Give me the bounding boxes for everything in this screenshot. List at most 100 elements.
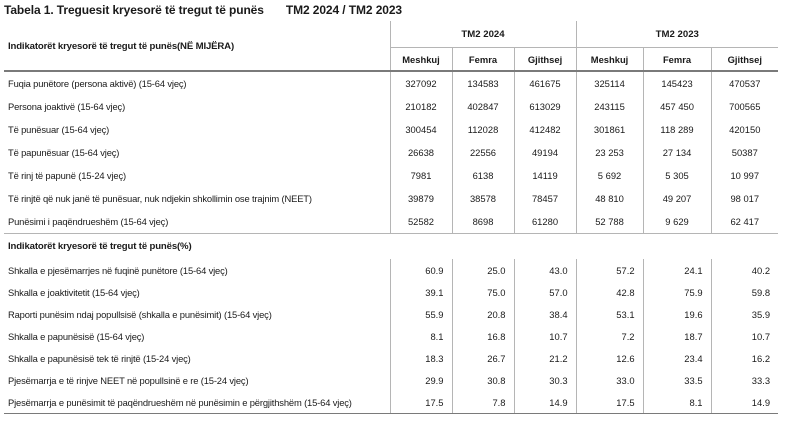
table-row: Të punësuar (15-64 vjeç) 300454 112028 4… [4, 118, 779, 141]
table-title: Tabela 1. Treguesit kryesorë të tregut t… [4, 3, 402, 17]
cell-value: 24.1 [642, 259, 712, 281]
cell-value: 52582 [389, 210, 452, 234]
table-row: Shkalla e pjesëmarrjes në fuqinë punëtor… [4, 259, 779, 281]
cell-value: 300454 [389, 118, 452, 141]
cell-value: 145423 [642, 70, 712, 95]
cell-value: 59.8 [710, 281, 779, 303]
cell-value: 613029 [513, 95, 577, 118]
cell-value: 27 134 [642, 141, 712, 164]
table-row: Të rinjtë që nuk janë të punësuar, nuk n… [4, 187, 779, 210]
row-label: Të punësuar (15-64 vjeç) [8, 124, 110, 135]
cell-value: 5 305 [642, 164, 712, 187]
cell-value: 75.9 [642, 281, 712, 303]
cell-value: 325114 [575, 70, 644, 95]
cell-value: 20.8 [451, 303, 514, 325]
cell-value: 8.1 [389, 325, 452, 347]
cell-value: 25.0 [451, 259, 514, 281]
column-header: Gjithsej [710, 47, 779, 71]
cell-value: 7.8 [451, 391, 514, 414]
cell-value: 29.9 [389, 369, 452, 391]
header-row-columns: Meshkuj Femra Gjithsej Meshkuj Femra Gji… [4, 47, 779, 71]
cell-value: 420150 [710, 118, 779, 141]
row-label: Të rinj të papunë (15-24 vjeç) [8, 170, 126, 181]
cell-value: 14119 [513, 164, 577, 187]
cell-value: 112028 [451, 118, 514, 141]
cell-value: 17.5 [389, 391, 452, 414]
cell-value: 8698 [451, 210, 514, 234]
cell-value: 49194 [513, 141, 577, 164]
group-header-2023: TM2 2023 [575, 21, 779, 48]
cell-value: 33.5 [642, 369, 712, 391]
cell-value: 98 017 [710, 187, 779, 210]
cell-value: 8.1 [642, 391, 712, 414]
cell-value: 21.2 [513, 347, 577, 369]
cell-value: 39.1 [389, 281, 452, 303]
row-label: Persona joaktivë (15-64 vjeç) [8, 101, 126, 112]
row-label: Të papunësuar (15-64 vjeç) [8, 147, 120, 158]
row-label: Shkalla e papunësisë tek të rinjtë (15-2… [8, 352, 191, 364]
row-label: Shkalla e papunësisë (15-64 vjeç) [8, 330, 145, 342]
cell-value: 62 417 [710, 210, 779, 234]
cell-value: 327092 [389, 70, 452, 95]
table-row: Shkalla e joaktivitetit (15-64 vjeç) 39.… [4, 281, 779, 303]
table-row: Shkalla e papunësisë (15-64 vjeç) 8.1 16… [4, 325, 779, 347]
cell-value: 12.6 [575, 347, 644, 369]
cell-value: 470537 [710, 70, 779, 95]
cell-value: 243115 [575, 95, 644, 118]
cell-value: 30.3 [513, 369, 577, 391]
table-row: Të papunësuar (15-64 vjeç) 26638 22556 4… [4, 141, 779, 164]
cell-value: 18.3 [389, 347, 452, 369]
table-row: Të rinj të papunë (15-24 vjeç) 7981 6138… [4, 164, 779, 187]
row-label: Të rinjtë që nuk janë të punësuar, nuk n… [8, 193, 312, 204]
row-label: Fuqia punëtore (persona aktivë) (15-64 v… [4, 70, 390, 95]
cell-value: 52 788 [575, 210, 644, 234]
cell-value: 33.3 [710, 369, 779, 391]
cell-value: 26.7 [451, 347, 514, 369]
cell-value: 402847 [451, 95, 514, 118]
cell-value: 43.0 [513, 259, 577, 281]
header-row-groups: Indikatorët kryesorë të tregut të punës(… [4, 21, 779, 52]
table-title-period: TM2 2024 / TM2 2023 [285, 3, 403, 17]
row-label: Shkalla e joaktivitetit (15-64 vjeç) [8, 286, 140, 298]
cell-value: 412482 [513, 118, 577, 141]
cell-value: 57.0 [513, 281, 577, 303]
column-header: Femra [642, 47, 712, 71]
cell-value: 60.9 [389, 259, 452, 281]
table-row: Raporti punësim ndaj popullsisë (shkalla… [4, 303, 779, 325]
cell-value: 78457 [513, 187, 577, 210]
row-label: Raporti punësim ndaj popullsisë (shkalla… [8, 308, 272, 320]
cell-value: 9 629 [642, 210, 712, 234]
cell-value: 61280 [513, 210, 577, 234]
cell-value: 118 289 [642, 118, 712, 141]
cell-value: 19.6 [642, 303, 712, 325]
cell-value: 22556 [451, 141, 514, 164]
rates-section-header: Indikatorët kryesorë të tregut të punës(… [4, 233, 779, 259]
column-header: Femra [451, 47, 514, 71]
group-header-2024: TM2 2024 [389, 21, 577, 48]
cell-value: 14.9 [513, 391, 577, 414]
cell-value: 7981 [389, 164, 452, 187]
cell-value: 26638 [389, 141, 452, 164]
cell-value: 42.8 [575, 281, 644, 303]
row-label: Punësimi i paqëndrueshëm (15-64 vjeç) [8, 216, 169, 227]
cell-value: 39879 [389, 187, 452, 210]
cell-value: 700565 [710, 95, 779, 118]
cell-value: 7.2 [575, 325, 644, 347]
column-header: Gjithsej [513, 47, 577, 71]
cell-value: 53.1 [575, 303, 644, 325]
cell-value: 14.9 [710, 391, 779, 414]
cell-value: 50387 [710, 141, 779, 164]
cell-value: 38578 [451, 187, 514, 210]
section-header-row: Indikatorët kryesorë të tregut të punës(… [4, 233, 779, 259]
indicators-header: Indikatorët kryesorë të tregut të punës(… [8, 41, 234, 52]
cell-value: 134583 [451, 70, 514, 95]
cell-value: 17.5 [575, 391, 644, 414]
cell-value: 10 997 [710, 164, 779, 187]
table-row: Punësimi i paqëndrueshëm (15-64 vjeç) 52… [4, 210, 779, 234]
cell-value: 461675 [513, 70, 577, 95]
table-row: Pjesëmarrja e punësimit të paqëndrueshëm… [4, 391, 779, 414]
table-title-main: Tabela 1. Treguesit kryesorë të tregut t… [4, 3, 264, 17]
table-row: Fuqia punëtore (persona aktivë) (15-64 v… [4, 70, 779, 95]
cell-value: 75.0 [451, 281, 514, 303]
cell-value: 10.7 [513, 325, 577, 347]
